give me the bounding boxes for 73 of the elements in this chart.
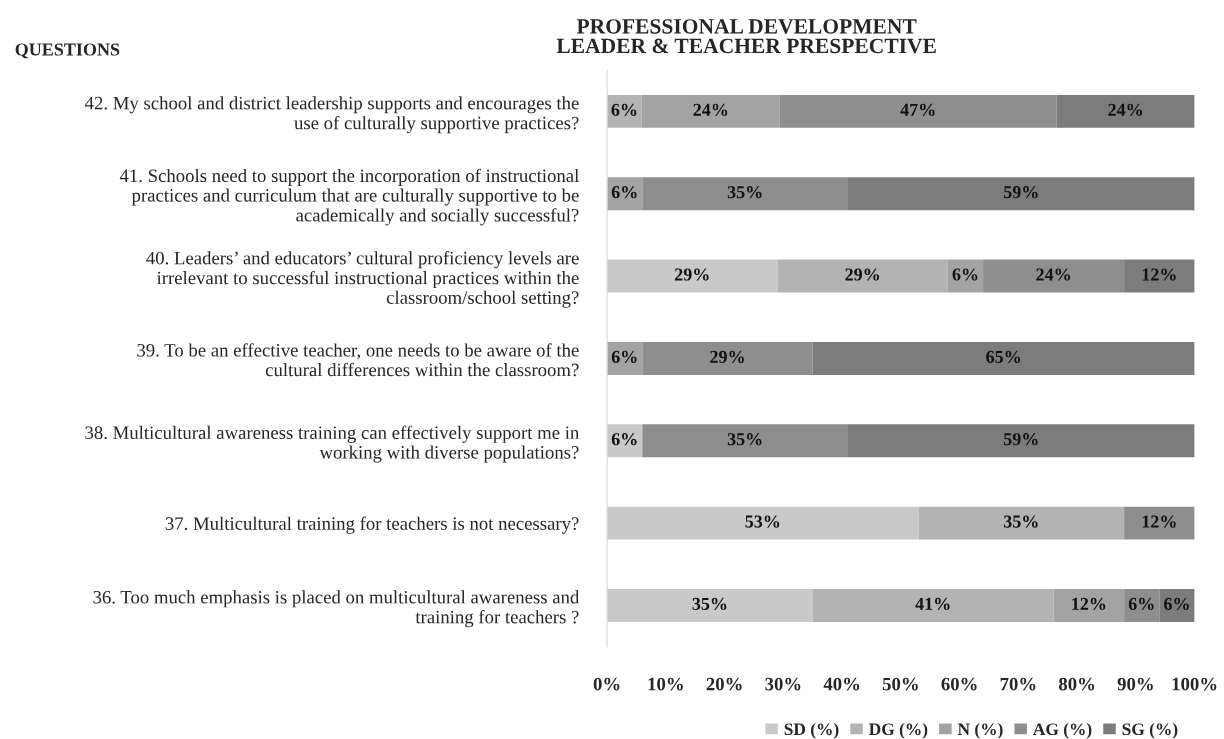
data-label: 65% xyxy=(986,350,1021,363)
data-label: 35% xyxy=(1003,515,1038,528)
y-axis-title: QUESTIONS xyxy=(15,43,120,59)
legend-label: SD (%) xyxy=(784,722,839,739)
x-tick-label: 60% xyxy=(941,677,977,691)
data-label: 59% xyxy=(1003,186,1038,199)
x-tick-label: 40% xyxy=(823,677,860,691)
data-label: 6% xyxy=(611,433,637,446)
legend-label: N (%) xyxy=(957,722,1003,739)
data-label: 29% xyxy=(845,268,880,281)
bar xyxy=(812,588,1054,622)
data-label: 47% xyxy=(900,103,935,116)
x-tick-label: 0% xyxy=(593,677,620,691)
data-label: 53% xyxy=(745,515,780,528)
data-label: 6% xyxy=(611,186,637,199)
bar xyxy=(779,94,1057,128)
x-tick-label: 50% xyxy=(882,677,918,691)
y-tick-label: 39. To be an effective teacher, one needs to be aware of the cultural differences within the classroom? xyxy=(137,343,579,377)
data-label: 29% xyxy=(710,350,744,363)
x-tick-label: 20% xyxy=(706,677,742,691)
x-tick-label: 70% xyxy=(1000,677,1036,691)
bar xyxy=(1124,506,1195,540)
bar xyxy=(983,259,1125,293)
data-label: 12% xyxy=(1142,268,1176,281)
bar xyxy=(918,506,1125,540)
bar xyxy=(642,177,848,211)
x-tick-label: 10% xyxy=(648,677,683,691)
x-tick-label: 30% xyxy=(765,677,801,691)
data-label: 24% xyxy=(1036,268,1070,281)
data-label: 24% xyxy=(1108,103,1142,116)
x-tick-label: 100% xyxy=(1172,677,1217,691)
y-tick-label: 36. Too much emphasis is placed on multicultural awareness and training for teachers ? xyxy=(93,590,580,628)
bar xyxy=(947,259,984,293)
bar xyxy=(847,177,1195,211)
data-label: 35% xyxy=(727,186,762,199)
data-label: 6% xyxy=(611,103,637,116)
legend-label: AG (%) xyxy=(1033,722,1092,739)
bar xyxy=(847,424,1195,458)
data-label: 12% xyxy=(1072,597,1106,611)
bar xyxy=(607,588,813,622)
y-tick-label: 42. My school and district leadership supports and encourages the use of culturally supportive practices? xyxy=(85,96,579,134)
bar xyxy=(777,259,948,293)
bar xyxy=(607,259,778,293)
data-label: 29% xyxy=(675,268,709,281)
bar xyxy=(642,424,848,458)
x-tick-label: 80% xyxy=(1058,677,1095,691)
bar xyxy=(1056,94,1195,128)
bar xyxy=(607,506,919,540)
bar xyxy=(1053,588,1125,622)
x-tick-label: 90% xyxy=(1117,677,1153,691)
legend-label: DG (%) xyxy=(869,722,928,739)
bar xyxy=(1159,588,1195,622)
y-tick-label: 41. Schools need to support the incorporation of instructional practices and curriculum that are culturally supportive to be academically and socially successful? xyxy=(119,168,579,226)
chart-title: PROFESSIONAL DEVELOPMENT LEADER & TEACHER PRESPECTIVE xyxy=(556,19,936,54)
bar xyxy=(642,341,813,375)
data-label: 35% xyxy=(727,433,762,446)
bar xyxy=(641,94,780,128)
legend-label: SG (%) xyxy=(1122,722,1178,739)
bar xyxy=(1124,259,1195,293)
y-tick-label: 38. Multicultural awareness training can effectively support me in working with diverse populations? xyxy=(85,425,580,463)
data-label: 41% xyxy=(915,597,950,611)
y-tick-label: 40. Leaders’ and educators’ cultural proficiency levels are irrelevant to successful instructional practices within the classroom/school setting? xyxy=(146,251,579,308)
bar xyxy=(1124,588,1160,622)
bar xyxy=(812,341,1195,375)
data-label: 59% xyxy=(1003,433,1038,446)
data-label: 6% xyxy=(611,350,637,363)
data-label: 12% xyxy=(1142,515,1176,528)
data-label: 6% xyxy=(1128,597,1154,611)
data-label: 6% xyxy=(952,268,978,281)
data-label: 24% xyxy=(693,103,728,116)
data-label: 35% xyxy=(692,597,727,611)
data-label: 6% xyxy=(1164,597,1189,611)
y-tick-label: 37. Multicultural training for teachers is not necessary? xyxy=(165,516,579,534)
